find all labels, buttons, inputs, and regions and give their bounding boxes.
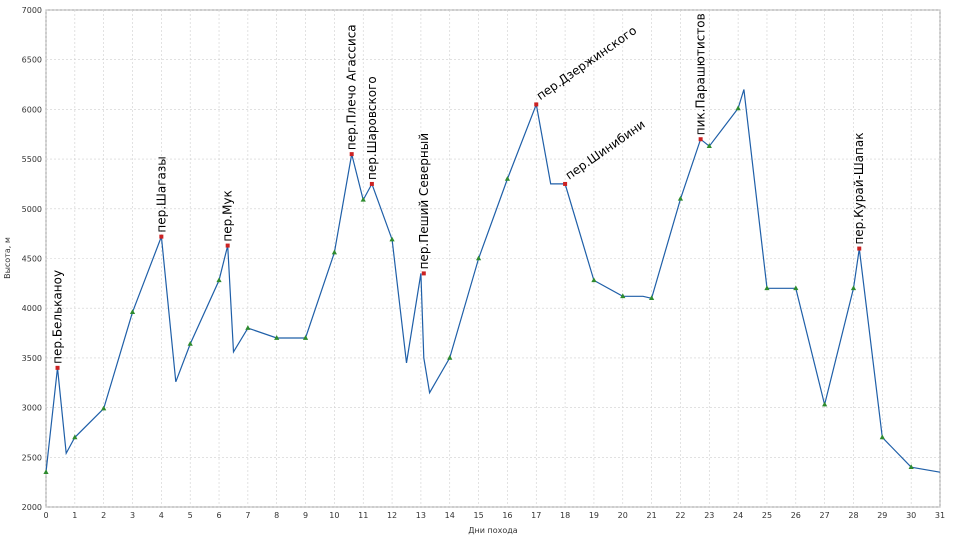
x-tick-label: 14 — [445, 511, 455, 520]
pass-marker — [698, 137, 703, 142]
tick-labels: 0 1 2 3 4 5 6 7 8 9 10 11 12 13 14 15 16 17 18 19 20 21 22 23 24… — [22, 6, 945, 520]
y-axis-title: Высота, м — [3, 237, 12, 279]
pass-marker — [563, 181, 568, 186]
y-tick-label: 5000 — [22, 205, 42, 214]
camp-marker — [216, 277, 222, 283]
y-tick-label: 6000 — [22, 105, 42, 114]
camp-marker — [764, 285, 770, 291]
x-tick-label: 21 — [647, 511, 657, 520]
x-tick-label: 18 — [560, 511, 570, 520]
camp-marker — [447, 354, 453, 360]
camp-marker — [822, 401, 828, 407]
x-tick-label: 20 — [618, 511, 628, 520]
y-tick-label: 7000 — [22, 6, 42, 15]
camp-marker — [879, 434, 885, 440]
camp-marker — [274, 335, 280, 340]
x-tick-label: 6 — [216, 511, 221, 520]
camp-marker — [677, 195, 684, 201]
y-tick-label: 2000 — [22, 503, 42, 512]
x-tick-label: 28 — [848, 511, 858, 520]
x-tick-label: 13 — [416, 511, 426, 520]
x-tick-label: 29 — [877, 511, 887, 520]
x-tick-label: 3 — [130, 511, 135, 520]
pass-marker — [534, 102, 539, 107]
pass-label: пер.Мук — [221, 190, 235, 241]
pass-marker — [349, 152, 354, 157]
camp-marker — [72, 434, 78, 440]
pass-marker — [55, 365, 60, 370]
camp-marker — [620, 293, 626, 299]
camp-marker — [389, 236, 395, 242]
x-tick-label: 31 — [935, 511, 945, 520]
x-tick-label: 2 — [101, 511, 106, 520]
x-tick-label: 22 — [675, 511, 685, 520]
x-tick-label: 30 — [906, 511, 916, 520]
camp-marker — [302, 335, 309, 340]
camp-marker — [735, 105, 741, 111]
pass-marker — [857, 246, 862, 251]
elevation-profile-line — [45, 89, 941, 473]
camp-marker — [793, 285, 799, 291]
x-tick-label: 17 — [531, 511, 541, 520]
pass-label: пик.Парашютистов — [694, 13, 708, 135]
camp-marker — [187, 340, 193, 346]
y-tick-label: 5500 — [22, 155, 42, 164]
y-tick-label: 2500 — [22, 453, 42, 462]
x-tick-label: 7 — [245, 511, 250, 520]
x-tick-label: 27 — [820, 511, 830, 520]
x-tick-label: 8 — [274, 511, 279, 520]
x-tick-label: 16 — [502, 511, 512, 520]
pass-label: пер.Плечо Агассиса — [345, 24, 359, 150]
pass-label: пер.Бельканоу — [51, 270, 65, 364]
camp-marker — [43, 469, 49, 475]
camp-marker — [649, 295, 655, 301]
camp-marker — [504, 175, 511, 181]
camp-marker — [908, 464, 914, 470]
pass-marker — [159, 234, 164, 239]
pass-label: пер.Шаровского — [365, 76, 379, 180]
y-tick-label: 3000 — [22, 404, 42, 413]
x-tick-label: 25 — [762, 511, 772, 520]
camp-marker — [245, 325, 251, 330]
x-tick-label: 1 — [72, 511, 77, 520]
x-tick-label: 10 — [329, 511, 339, 520]
x-tick-label: 15 — [473, 511, 483, 520]
x-tick-label: 12 — [387, 511, 397, 520]
x-tick-label: 24 — [733, 511, 743, 520]
camp-marker — [129, 309, 136, 314]
x-tick-label: 5 — [188, 511, 193, 520]
plot-area — [45, 9, 941, 508]
camp-marker — [706, 143, 712, 148]
camp-marker — [850, 285, 857, 291]
x-tick-label: 19 — [589, 511, 599, 520]
x-tick-label: 11 — [358, 511, 368, 520]
x-tick-label: 0 — [43, 511, 48, 520]
pass-label: пер.Пеший Северный — [417, 133, 431, 269]
pass-marker — [421, 271, 426, 276]
camp-marker — [101, 405, 107, 411]
camp-markers — [43, 105, 914, 475]
x-tick-label: 23 — [704, 511, 714, 520]
camp-marker — [591, 277, 597, 283]
camp-marker — [331, 249, 337, 255]
pass-marker — [225, 243, 230, 248]
x-axis-title: Дни похода — [468, 526, 518, 535]
pass-label: пер.Шагазы — [154, 156, 168, 232]
y-tick-label: 4500 — [22, 255, 42, 264]
camp-marker — [475, 255, 482, 261]
y-tick-label: 6500 — [22, 56, 42, 65]
x-tick-label: 4 — [159, 511, 164, 520]
y-tick-label: 4000 — [22, 304, 42, 313]
x-tick-label: 9 — [303, 511, 308, 520]
y-tick-label: 3500 — [22, 354, 42, 363]
pass-label: пер.Курай-Шапак — [852, 133, 866, 245]
camp-marker — [360, 196, 366, 202]
pass-marker — [369, 181, 374, 186]
x-tick-label: 26 — [791, 511, 801, 520]
